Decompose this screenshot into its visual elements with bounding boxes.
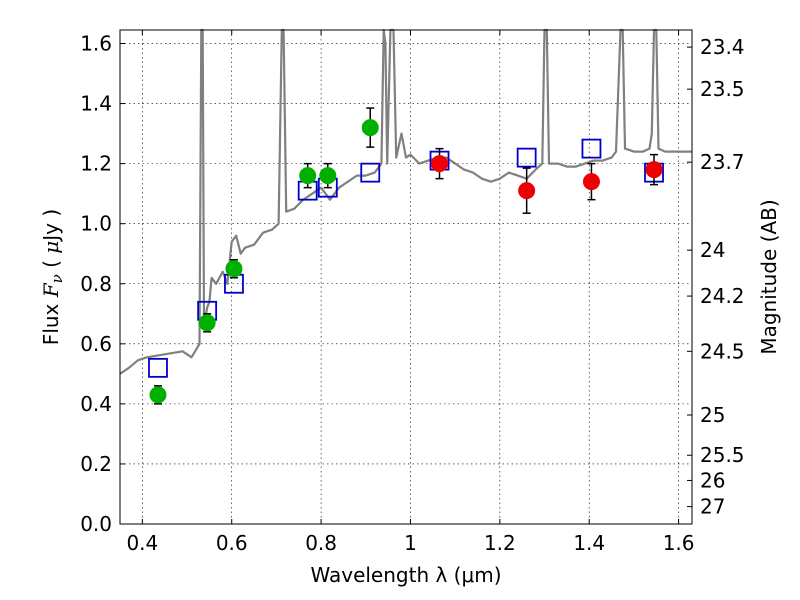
y-axis-label-mu: μ bbox=[39, 241, 63, 254]
photometry-point bbox=[518, 182, 536, 200]
photometry-point bbox=[431, 155, 449, 173]
model-flux-square bbox=[581, 138, 602, 159]
right-axis-label: Magnitude (AB) bbox=[757, 199, 781, 354]
y-axis-label-symbol: F bbox=[39, 282, 63, 298]
x-tick-label: 0.8 bbox=[305, 531, 337, 555]
photometry-point bbox=[361, 119, 379, 137]
y-axis-label-subscript: ν bbox=[48, 274, 66, 283]
right-tick-label: 27 bbox=[700, 495, 725, 519]
photometry-point bbox=[582, 173, 600, 191]
y-tick-label: 0.4 bbox=[80, 392, 112, 416]
y-axis-label-prefix: Flux bbox=[39, 297, 63, 345]
x-tick-label: 1.4 bbox=[573, 531, 605, 555]
plot-frame bbox=[119, 29, 693, 525]
y-tick-label: 0.8 bbox=[80, 272, 112, 296]
y-tick-label: 1.6 bbox=[80, 32, 112, 56]
model-flux-square bbox=[148, 357, 168, 378]
x-tick-label: 0.6 bbox=[216, 531, 248, 555]
right-tick-label: 24.5 bbox=[700, 339, 745, 363]
y-tick-label: 0.6 bbox=[80, 332, 112, 356]
right-tick-label: 25.5 bbox=[700, 443, 745, 467]
axis-ticks: 0.4 0.6 0.8 1 1.2 1.4 1.6 0.0 0.2 0.4 0.6 0.8 1.0 1.2… bbox=[80, 30, 745, 555]
y-tick-label: 1.0 bbox=[80, 212, 112, 236]
x-tick-label: 1.6 bbox=[663, 531, 695, 555]
photometry-point bbox=[299, 167, 317, 185]
x-tick-label: 0.4 bbox=[126, 531, 158, 555]
y-axis-label: Flux Fν ( μJy ) bbox=[39, 209, 66, 345]
right-tick-label: 23.7 bbox=[700, 150, 745, 174]
model-flux-square bbox=[516, 147, 537, 168]
x-tick-label: 1.2 bbox=[484, 531, 516, 555]
x-axis-label: Wavelength λ (μm) bbox=[310, 563, 501, 587]
model-squares-layer bbox=[148, 138, 664, 378]
y-axis-label-unit: Jy ) bbox=[39, 209, 63, 243]
photometry-point bbox=[149, 386, 167, 404]
y-tick-label: 0.2 bbox=[80, 452, 112, 476]
y-tick-label: 0.0 bbox=[80, 512, 112, 536]
photometry-point bbox=[198, 314, 216, 332]
y-tick-label: 1.2 bbox=[80, 152, 112, 176]
photometry-point bbox=[225, 260, 243, 278]
x-tick-label: 1 bbox=[404, 531, 417, 555]
right-tick-label: 24 bbox=[700, 238, 725, 262]
photometry-point bbox=[319, 167, 337, 185]
y-tick-label: 1.4 bbox=[80, 92, 112, 116]
right-tick-label: 23.5 bbox=[700, 77, 745, 101]
photometry-points-layer bbox=[149, 107, 663, 405]
model-flux-square bbox=[360, 162, 381, 183]
right-tick-label: 24.2 bbox=[700, 284, 745, 308]
right-tick-label: 25 bbox=[700, 403, 725, 427]
right-tick-label: 26 bbox=[700, 468, 725, 492]
y-axis-label-open: ( bbox=[39, 254, 63, 275]
grid bbox=[120, 30, 692, 525]
photometry-point bbox=[645, 161, 663, 179]
right-tick-label: 23.4 bbox=[700, 35, 745, 59]
